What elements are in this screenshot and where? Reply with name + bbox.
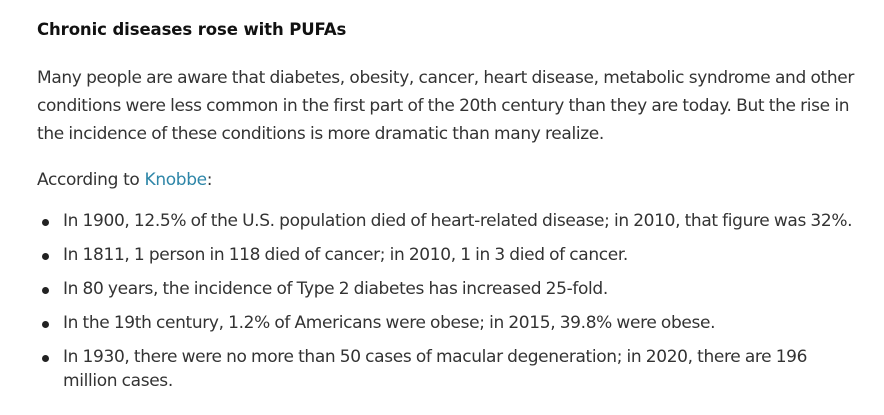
list-item-text: In the 19th century, 1.2% of Americans w…	[63, 313, 716, 333]
list-item: In 1900, 12.5% of the U.S. population di…	[37, 209, 867, 233]
bullet-icon	[42, 253, 49, 260]
list-item-text: In 1811, 1 person in 118 died of cancer;…	[63, 245, 628, 265]
knobbe-link[interactable]: Knobbe	[144, 170, 208, 190]
bullet-icon	[42, 219, 49, 226]
section-heading: Chronic diseases rose with PUFAs	[37, 20, 347, 39]
bullet-icon	[42, 287, 49, 294]
paragraph-line: conditions were less common in the first…	[37, 96, 850, 116]
paragraph-line: the incidence of these conditions is mor…	[37, 124, 604, 144]
list-item-text: In 80 years, the incidence of Type 2 dia…	[63, 279, 608, 299]
intro-paragraph: Many people are aware that diabetes, obe…	[37, 64, 867, 148]
list-item: In 80 years, the incidence of Type 2 dia…	[37, 277, 867, 301]
statistics-list: In 1900, 12.5% of the U.S. population di…	[37, 209, 867, 403]
list-item: In the 19th century, 1.2% of Americans w…	[37, 311, 867, 335]
paragraph-line: Many people are aware that diabetes, obe…	[37, 68, 854, 88]
list-item: In 1930, there were no more than 50 case…	[37, 345, 867, 393]
list-item-text: In 1930, there were no more than 50 case…	[63, 347, 808, 391]
list-item-text: In 1900, 12.5% of the U.S. population di…	[63, 211, 853, 231]
source-intro-prefix: According to	[37, 170, 145, 190]
bullet-icon	[42, 355, 49, 362]
source-intro-suffix: :	[206, 170, 213, 190]
source-intro: According to Knobbe:	[37, 166, 213, 194]
bullet-icon	[42, 321, 49, 328]
list-item: In 1811, 1 person in 118 died of cancer;…	[37, 243, 867, 267]
